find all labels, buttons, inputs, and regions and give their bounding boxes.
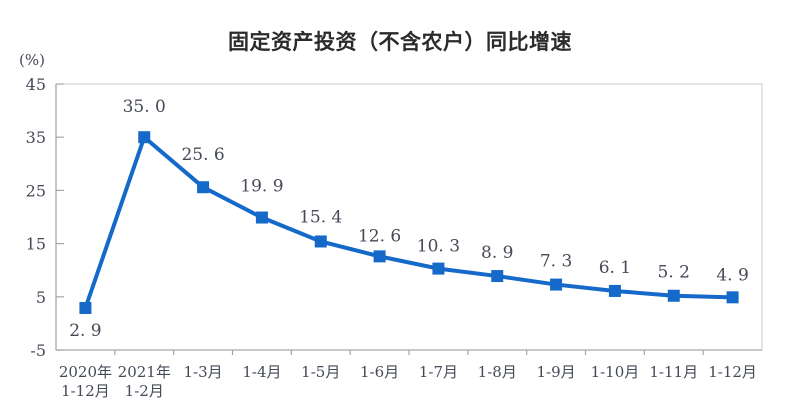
data-point-marker — [255, 211, 268, 224]
data-point-label: 19. 9 — [240, 177, 283, 197]
data-point-label: 2. 9 — [69, 321, 101, 341]
data-point-label: 35. 0 — [123, 97, 166, 117]
y-axis-tick-label: 5 — [36, 288, 46, 307]
data-point-marker — [667, 289, 680, 302]
data-point-label: 7. 3 — [540, 252, 572, 272]
plot-border — [55, 83, 763, 351]
x-axis-category-label: 1-9月 — [537, 363, 576, 381]
data-point-marker — [138, 131, 151, 144]
data-point-marker — [373, 250, 386, 263]
x-axis-category-label: 2020年 — [59, 363, 112, 381]
data-point-marker — [726, 291, 739, 304]
x-axis-category-label: 1-7月 — [419, 363, 458, 381]
data-point-label: 25. 6 — [181, 145, 224, 165]
x-axis-category-label: 1-3月 — [184, 363, 223, 381]
data-point-marker — [491, 270, 504, 283]
x-axis-category-label: 1-5月 — [301, 363, 340, 381]
x-axis-category-label: 2021年 — [118, 363, 171, 381]
x-axis-category-label: 1-6月 — [360, 363, 399, 381]
data-point-label: 12. 6 — [358, 226, 401, 246]
y-axis-unit-label: (%) — [19, 51, 45, 69]
x-axis-category-label: 1-8月 — [478, 363, 517, 381]
data-point-marker — [608, 284, 621, 297]
x-axis-category-label: 1-10月 — [591, 363, 640, 381]
data-point-marker — [432, 262, 445, 275]
data-line — [83, 133, 733, 309]
data-point-marker — [550, 278, 563, 291]
data-point-marker — [79, 301, 92, 314]
data-point-marker — [197, 181, 210, 194]
x-axis-category-label: 1-12月 — [708, 363, 757, 381]
x-axis-category-label: 1-2月 — [125, 382, 164, 400]
x-axis-category-label: 1-12月 — [61, 382, 110, 400]
x-axis-category-label: 1-11月 — [649, 363, 698, 381]
data-point-label: 8. 9 — [481, 243, 513, 263]
data-point-label: 6. 1 — [599, 258, 631, 278]
data-point-label: 5. 2 — [658, 263, 690, 283]
chart-title: 固定资产投资（不含农户）同比增速 — [228, 29, 572, 54]
y-axis-tick-label: 35 — [26, 128, 46, 147]
y-axis-tick-label: -5 — [30, 341, 46, 360]
x-axis-category-label: 1-4月 — [242, 363, 281, 381]
y-axis-tick-label: 45 — [26, 75, 46, 94]
y-axis-tick-label: 25 — [26, 181, 46, 200]
data-point-label: 4. 9 — [716, 265, 748, 285]
data-point-marker — [314, 235, 327, 248]
data-point-label: 15. 4 — [299, 207, 342, 227]
data-point-label: 10. 3 — [417, 237, 460, 257]
y-axis-tick-label: 15 — [26, 235, 46, 254]
